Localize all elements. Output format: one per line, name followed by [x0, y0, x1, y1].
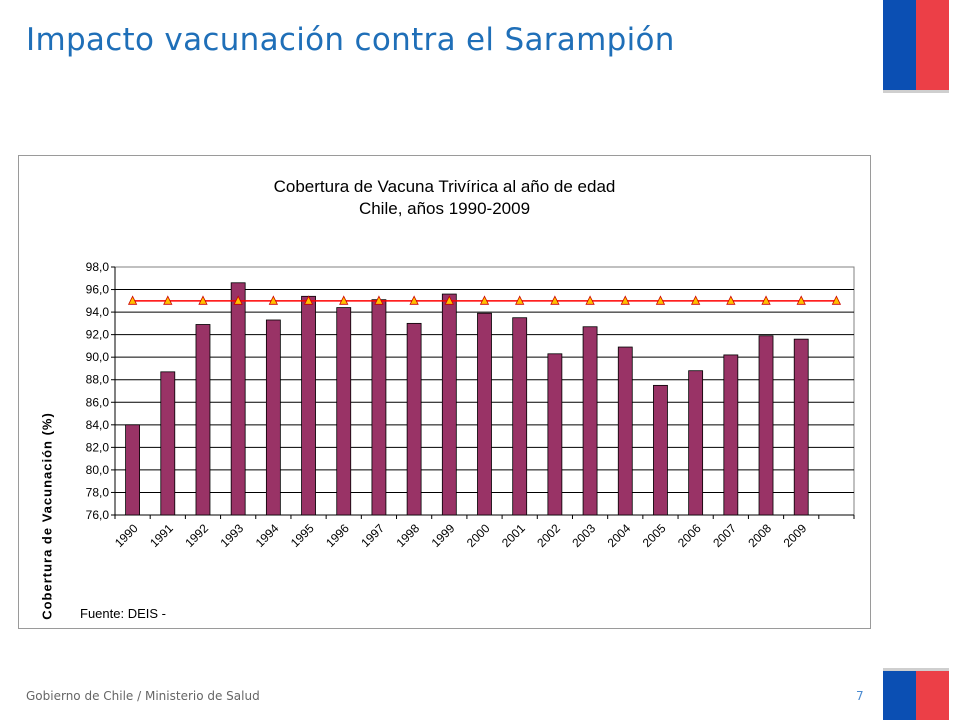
- bar: [653, 384, 668, 516]
- x-tick-label: 2005: [640, 521, 669, 550]
- y-tick-label: 94,0: [86, 305, 110, 319]
- reference-marker: [515, 295, 525, 305]
- x-tick-label: 2006: [675, 521, 704, 550]
- reference-marker: [339, 295, 349, 305]
- flag-blue-band: [883, 0, 916, 90]
- footer-organization: Gobierno de Chile / Ministerio de Salud: [26, 689, 260, 703]
- reference-marker: [726, 295, 736, 305]
- x-tick-label: 1992: [182, 521, 211, 550]
- bar: [758, 335, 774, 516]
- reference-marker: [233, 295, 243, 305]
- x-tick-label: 2003: [569, 521, 598, 550]
- reference-marker: [268, 295, 279, 305]
- reference-marker: [163, 295, 173, 305]
- x-tick-label: 1994: [253, 521, 282, 550]
- reference-marker: [690, 295, 701, 305]
- y-tick-label: 82,0: [86, 440, 110, 454]
- bar-chart: 76,0 78,0 80,0 82,0 84,0 86,0 88,0 90,0 92,0 94,0…: [86, 260, 855, 550]
- x-tick-label: 2009: [781, 521, 810, 550]
- bar: [688, 370, 704, 516]
- reference-marker: [303, 295, 314, 305]
- x-tick-label: 2001: [499, 521, 528, 550]
- bar: [336, 307, 352, 516]
- chile-flag-stripe-bottom: [883, 671, 949, 720]
- reference-marker: [831, 295, 842, 305]
- x-tick-label: 1990: [112, 521, 141, 550]
- reference-marker: [409, 295, 419, 305]
- reference-marker: [127, 295, 138, 305]
- x-tick-label: 1995: [288, 521, 317, 550]
- y-tick-label: 84,0: [86, 418, 110, 432]
- x-tick-label: 2007: [710, 521, 739, 550]
- reference-marker: [655, 295, 666, 305]
- reference-marker: [198, 295, 208, 305]
- source-note: Fuente: DEIS -: [80, 606, 166, 621]
- flag-shadow-top: [883, 90, 949, 93]
- y-tick-label: 96,0: [86, 283, 110, 297]
- chart-panel: Cobertura de Vacuna Trivírica al año de …: [18, 155, 871, 629]
- y-tick-label: 88,0: [86, 373, 110, 387]
- reference-marker: [796, 295, 806, 305]
- y-tick-label: 80,0: [86, 463, 110, 477]
- bar: [406, 322, 422, 516]
- bar: [160, 371, 176, 516]
- bar: [512, 317, 528, 516]
- reference-marker: [550, 295, 560, 305]
- bar: [125, 424, 140, 516]
- bar: [371, 299, 387, 516]
- x-tick-label: 1997: [358, 521, 387, 550]
- bar: [477, 312, 492, 516]
- y-tick-label: 76,0: [86, 508, 110, 522]
- x-tick-label: 1991: [147, 521, 176, 550]
- y-tick-label: 98,0: [86, 260, 110, 274]
- x-tick-label: 2004: [605, 521, 634, 550]
- chart-subtitle: Chile, años 1990-2009: [358, 199, 531, 218]
- y-tick-label: 78,0: [86, 485, 110, 499]
- x-tick-label: 2008: [745, 521, 774, 550]
- reference-marker: [620, 295, 630, 305]
- page-number: 7: [856, 689, 864, 703]
- y-tick-label: 86,0: [86, 395, 110, 409]
- bar: [723, 354, 739, 516]
- x-tick-label: 1996: [323, 521, 352, 550]
- x-tick-label: 1993: [218, 521, 247, 550]
- flag-blue-band: [883, 671, 916, 720]
- bar: [230, 282, 246, 516]
- reference-marker: [444, 295, 454, 305]
- bar: [793, 338, 809, 516]
- bar: [547, 353, 563, 516]
- y-tick-label: 92,0: [86, 328, 110, 342]
- chart-title: Cobertura de Vacuna Trivírica al año de …: [273, 177, 616, 196]
- bar: [582, 326, 598, 516]
- x-tick-label: 2002: [534, 521, 563, 550]
- bar: [617, 346, 633, 516]
- reference-marker: [374, 295, 384, 305]
- x-tick-label: 1999: [429, 521, 458, 550]
- x-tick-label: 2000: [464, 521, 493, 550]
- flag-shadow-bottom: [883, 668, 949, 671]
- y-tick-label: 90,0: [86, 350, 110, 364]
- flag-red-band: [916, 671, 949, 720]
- reference-marker: [585, 295, 595, 305]
- reference-marker: [479, 295, 490, 305]
- x-tick-label: 1998: [393, 521, 422, 550]
- chile-flag-stripe-top: [883, 0, 949, 90]
- reference-marker: [761, 295, 771, 305]
- slide-title: Impacto vacunación contra el Sarampión: [26, 22, 675, 58]
- bar: [195, 324, 211, 516]
- bar: [265, 319, 281, 516]
- flag-red-band: [916, 0, 949, 90]
- bar: [441, 293, 457, 516]
- bar: [301, 295, 316, 516]
